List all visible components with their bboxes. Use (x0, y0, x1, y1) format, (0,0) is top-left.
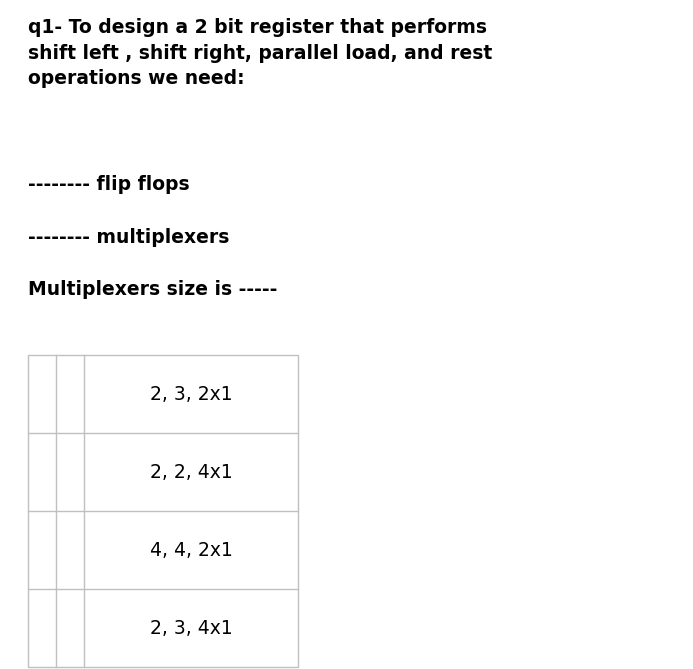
Text: 4, 4, 2x1: 4, 4, 2x1 (150, 541, 232, 559)
Text: 2, 2, 4x1: 2, 2, 4x1 (150, 462, 232, 482)
Text: 2, 3, 4x1: 2, 3, 4x1 (150, 619, 232, 638)
Text: -------- multiplexers: -------- multiplexers (28, 228, 229, 247)
Text: -------- flip flops: -------- flip flops (28, 175, 190, 194)
Bar (28, 355, 298, 667)
Text: 2, 3, 2x1: 2, 3, 2x1 (150, 385, 232, 403)
Text: q1- To design a 2 bit register that performs
shift left , shift right, parallel : q1- To design a 2 bit register that perf… (28, 18, 492, 88)
Text: Multiplexers size is -----: Multiplexers size is ----- (28, 280, 277, 299)
